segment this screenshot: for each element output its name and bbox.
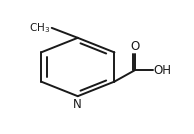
Text: CH$_3$: CH$_3$ [29,21,50,35]
Text: O: O [130,40,139,53]
Text: OH: OH [154,64,172,77]
Text: N: N [73,98,82,111]
